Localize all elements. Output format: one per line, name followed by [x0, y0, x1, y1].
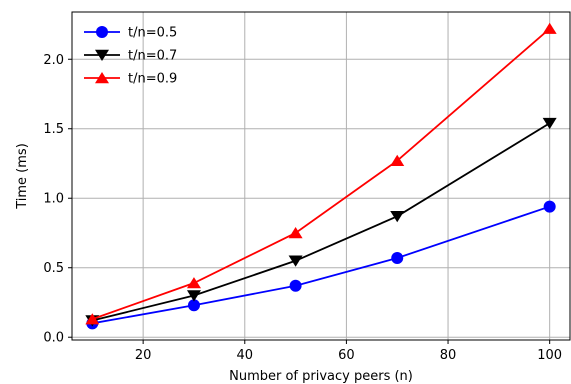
y-tick-label: 0.0	[43, 331, 64, 346]
data-point	[186, 290, 201, 302]
series-line	[92, 205, 550, 325]
y-tick-label: 1.0	[43, 192, 64, 207]
plot-frame	[71, 11, 571, 341]
series-3	[85, 22, 557, 325]
data-point	[186, 277, 201, 289]
data-point	[542, 117, 557, 130]
series-2	[85, 117, 557, 327]
data-point	[391, 252, 404, 264]
x-axis-label: Number of privacy peers (n)	[229, 369, 413, 384]
legend-entry-3: t/n=0.9	[84, 72, 177, 87]
y-tick-label: 2.0	[43, 53, 64, 68]
y-axis-label: Time (ms)	[15, 143, 30, 210]
legend-label: t/n=0.7	[128, 49, 177, 64]
grid	[72, 12, 570, 340]
y-tick-label: 0.5	[43, 261, 64, 276]
series-line	[92, 122, 551, 322]
legend-marker	[95, 49, 109, 61]
legend: t/n=0.5 t/n=0.7 t/n=0.9	[84, 26, 177, 87]
data-point	[187, 299, 200, 312]
axes: 20 40 60 80 100 0.0 0.5 1.0 1.5 2.0 Number of priv…	[15, 11, 571, 384]
x-tick-label: 40	[237, 348, 254, 363]
series-1	[86, 200, 556, 330]
x-tick-label: 20	[135, 348, 152, 363]
data-point	[289, 279, 302, 292]
data-point	[288, 255, 303, 267]
legend-entry-2: t/n=0.7	[84, 49, 177, 64]
data-point	[390, 211, 405, 223]
x-tick-label: 100	[537, 348, 562, 363]
legend-entry-1: t/n=0.5	[84, 26, 177, 41]
data-point	[288, 227, 303, 239]
data-point	[85, 313, 100, 325]
data-point	[390, 154, 405, 166]
legend-label: t/n=0.5	[128, 26, 177, 41]
legend-marker	[96, 26, 108, 38]
x-tick-label: 60	[338, 348, 355, 363]
legend-marker	[95, 72, 109, 84]
data-point	[542, 22, 557, 34]
x-tick-label: 80	[440, 348, 457, 363]
series-layer	[85, 22, 557, 330]
legend-label: t/n=0.9	[128, 72, 177, 87]
data-point	[543, 200, 556, 213]
y-tick-label: 1.5	[43, 122, 64, 137]
